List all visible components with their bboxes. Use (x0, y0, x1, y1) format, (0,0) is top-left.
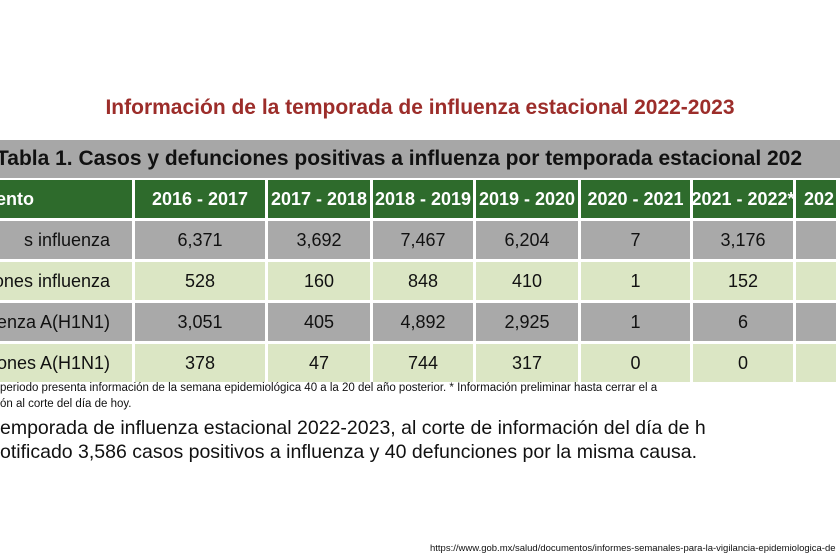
table-row: ones A(H1N1) 378 47 744 317 0 0 (0, 344, 840, 382)
table-cell: 3,692 (268, 221, 370, 259)
table-cell (796, 344, 836, 382)
table-cell: 528 (135, 262, 265, 300)
header-cell-2021-2022: 2021 - 2022* (693, 180, 793, 218)
header-cell-2019-2020: 2019 - 2020 (476, 180, 578, 218)
table-cell: 0 (581, 344, 690, 382)
table-row: luenza A(H1N1) 3,051 405 4,892 2,925 1 6 (0, 303, 840, 341)
table-cell: 848 (373, 262, 473, 300)
table-cell (796, 303, 836, 341)
table-cell: 47 (268, 344, 370, 382)
table-cell: 7 (581, 221, 690, 259)
row-label: ones influenza (0, 262, 132, 300)
footnote-line: periodo presenta información de la seman… (0, 382, 658, 394)
table-cell: 405 (268, 303, 370, 341)
table-cell: 1 (581, 303, 690, 341)
table-cell: 6 (693, 303, 793, 341)
table-header-row: vento 2016 - 2017 2017 - 2018 2018 - 201… (0, 180, 840, 218)
influenza-table: vento 2016 - 2017 2017 - 2018 2018 - 201… (0, 180, 840, 385)
page-title: Información de la temporada de influenza… (105, 96, 735, 119)
header-cell-event: vento (0, 180, 132, 218)
table-row: s influenza 6,371 3,692 7,467 6,204 7 3,… (0, 221, 840, 259)
footnote-line: ón al corte del día de hoy. (0, 398, 132, 410)
table-cell: 317 (476, 344, 578, 382)
row-label: s influenza (0, 221, 132, 259)
summary-paragraph: emporada de influenza estacional 2022-20… (0, 416, 840, 464)
table-cell: 3,051 (135, 303, 265, 341)
row-label: ones A(H1N1) (0, 344, 132, 382)
table-cell: 152 (693, 262, 793, 300)
table-cell (796, 221, 836, 259)
table-cell: 410 (476, 262, 578, 300)
table-cell: 4,892 (373, 303, 473, 341)
table-cell: 1 (581, 262, 690, 300)
table-cell: 3,176 (693, 221, 793, 259)
row-label: luenza A(H1N1) (0, 303, 132, 341)
table-cell: 6,371 (135, 221, 265, 259)
table-cell: 6,204 (476, 221, 578, 259)
table-cell: 7,467 (373, 221, 473, 259)
table-cell: 378 (135, 344, 265, 382)
table-row: ones influenza 528 160 848 410 1 152 (0, 262, 840, 300)
table-footnote: periodo presenta información de la seman… (0, 380, 840, 412)
header-cell-2018-2019: 2018 - 2019 (373, 180, 473, 218)
header-cell-2016-2017: 2016 - 2017 (135, 180, 265, 218)
header-cell-2020-2021: 2020 - 2021 (581, 180, 690, 218)
header-cell-2022-2023: 202 (796, 180, 836, 218)
source-url: https://www.gob.mx/salud/documentos/info… (430, 543, 836, 554)
table-cell: 160 (268, 262, 370, 300)
table-cell: 744 (373, 344, 473, 382)
header-cell-2017-2018: 2017 - 2018 (268, 180, 370, 218)
summary-line: otificado 3,586 casos positivos a influe… (0, 441, 697, 463)
table-caption-text: Tabla 1. Casos y defunciones positivas a… (0, 147, 803, 170)
table-cell (796, 262, 836, 300)
table-cell: 0 (693, 344, 793, 382)
table-caption: Tabla 1. Casos y defunciones positivas a… (0, 140, 840, 178)
summary-line: emporada de influenza estacional 2022-20… (0, 417, 706, 439)
table-cell: 2,925 (476, 303, 578, 341)
